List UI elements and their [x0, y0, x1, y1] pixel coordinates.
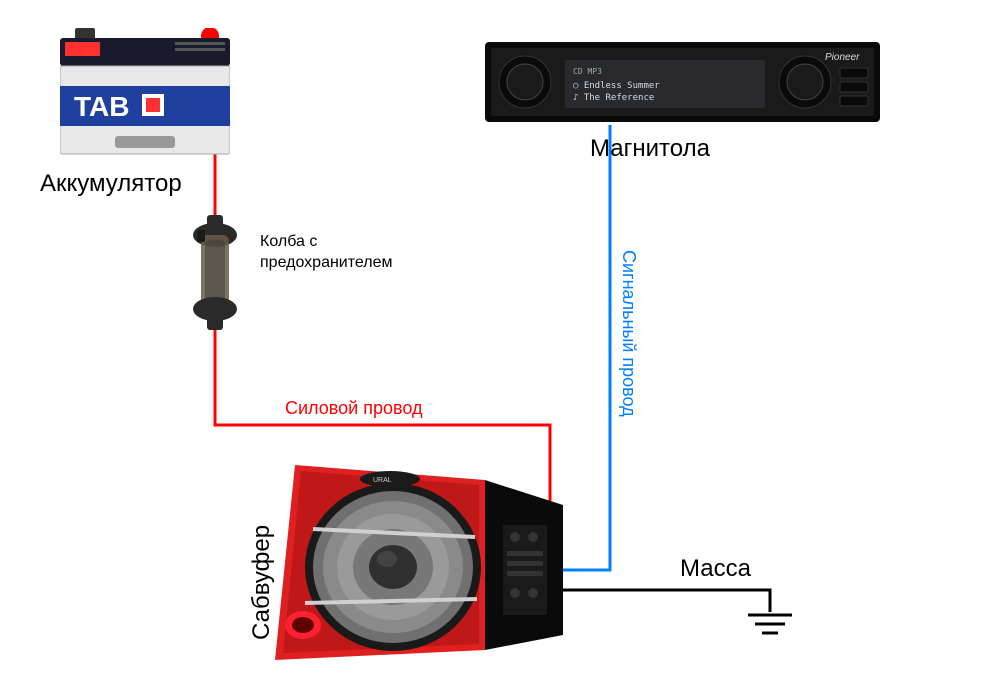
ground-symbol-icon: [748, 615, 792, 633]
display-line3: ♪ The Reference: [573, 93, 654, 103]
head-unit-label: Магнитола: [590, 135, 710, 163]
fuse-holder-label: Колба с предохранителем: [260, 232, 392, 274]
ground-wire: [560, 590, 770, 612]
display-line2: ○ Endless Summer: [573, 81, 660, 91]
subwoofer-component: URAL: [275, 455, 575, 665]
head-unit-icon: CD MP3 ○ Endless Summer ♪ The Reference …: [485, 42, 880, 122]
battery-component: TAB: [60, 28, 230, 158]
ground-label: Масса: [680, 555, 751, 583]
display-line1: CD MP3: [573, 67, 602, 76]
subwoofer-icon: URAL: [275, 455, 575, 665]
head-unit-component: CD MP3 ○ Endless Summer ♪ The Reference …: [485, 42, 880, 122]
subwoofer-label: Сабвуфер: [248, 525, 276, 640]
battery-icon: TAB: [60, 28, 230, 158]
svg-text:URAL: URAL: [373, 477, 392, 484]
power-wire-label: Силовой провод: [285, 398, 422, 419]
fuse-holder-component: [185, 215, 245, 330]
fuse-holder-icon: [185, 215, 245, 330]
battery-label: Аккумулятор: [40, 170, 182, 198]
battery-brand-text: TAB: [74, 91, 129, 122]
head-unit-brand: Pioneer: [825, 52, 860, 63]
signal-wire-label: Сигнальный провод: [618, 250, 639, 417]
